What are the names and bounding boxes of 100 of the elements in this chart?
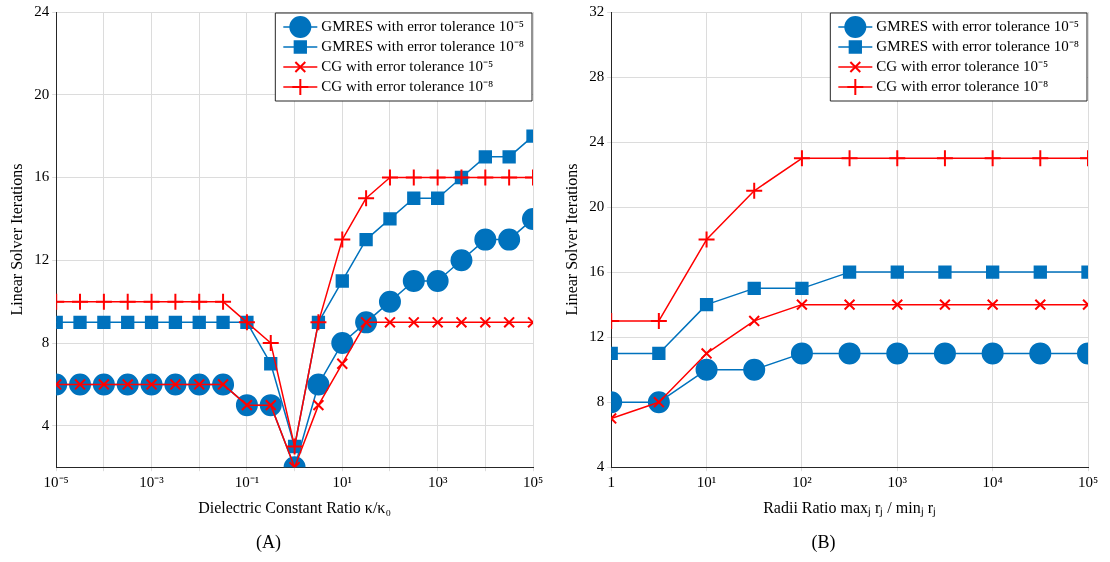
point (985, 265, 1000, 279)
point (430, 191, 445, 205)
point (747, 281, 761, 296)
point (121, 315, 135, 330)
point (695, 358, 718, 381)
point (261, 334, 280, 353)
point (144, 315, 159, 330)
point (500, 168, 519, 187)
point (1034, 298, 1047, 311)
point (503, 316, 516, 329)
x-tick-label: 10⁵ (1077, 474, 1099, 491)
point (890, 265, 904, 279)
point (383, 212, 397, 226)
point (216, 315, 230, 330)
point (428, 168, 447, 187)
point (790, 342, 813, 365)
y-tick-label: 16 (589, 263, 605, 280)
point (986, 298, 999, 311)
x-tick-label: 10¹ (696, 474, 717, 491)
y-tick-label: 28 (589, 67, 605, 84)
point (700, 347, 713, 360)
point (312, 399, 325, 412)
legend-label: GMRES with error tolerance 10⁻⁸ (876, 37, 1080, 54)
point (840, 149, 859, 168)
legend-label: GMRES with error tolerance 10⁻⁵ (876, 17, 1080, 34)
point (478, 150, 492, 164)
point (888, 149, 907, 168)
y-tick-label: 20 (34, 85, 50, 102)
point (142, 292, 161, 311)
legend-label: GMRES with error tolerance 10⁻⁸ (321, 37, 525, 54)
y-tick-label: 8 (596, 393, 605, 410)
y-tick-label: 12 (34, 251, 50, 268)
point (73, 315, 87, 330)
point (1033, 265, 1047, 279)
point (983, 149, 1002, 168)
y-tick-label: 32 (589, 2, 605, 19)
x-tick-label: 10⁴ (982, 474, 1003, 491)
point (502, 150, 516, 164)
point (359, 232, 373, 247)
point (933, 342, 956, 365)
point (214, 292, 233, 311)
point (335, 274, 349, 288)
point (357, 189, 376, 208)
x-tick-label: 10² (792, 474, 813, 491)
point (333, 230, 352, 249)
point (652, 346, 666, 361)
point (336, 357, 349, 370)
point (479, 316, 492, 329)
point (792, 149, 811, 168)
y-tick-label: 20 (589, 198, 605, 215)
point (97, 315, 111, 330)
y-tick-label: 12 (589, 328, 605, 345)
point (407, 316, 420, 329)
point (402, 269, 425, 292)
x-tick-label: 10³ (427, 474, 448, 491)
x-axis-title: Dielectric Constant Ratio κ/κ₀ (198, 499, 391, 516)
point (886, 342, 909, 365)
y-tick-label: 24 (34, 2, 50, 19)
point (431, 316, 444, 329)
point (699, 297, 714, 312)
point (380, 168, 399, 187)
point (891, 298, 904, 311)
point (426, 269, 449, 292)
point (455, 316, 468, 329)
x-tick-label: 10¹ (332, 474, 353, 491)
x-tick-label: 10⁻³ (139, 474, 165, 491)
point (981, 342, 1004, 365)
y-tick-label: 4 (596, 458, 605, 475)
point (476, 168, 495, 187)
point (745, 181, 764, 200)
y-tick-label: 24 (589, 132, 605, 149)
point (307, 373, 330, 396)
y-tick-label: 16 (34, 168, 50, 185)
point (935, 149, 954, 168)
x-tick-label: 1 (607, 474, 615, 491)
point (118, 292, 137, 311)
point (331, 332, 354, 355)
point (71, 292, 90, 311)
point (192, 315, 206, 330)
point (838, 342, 861, 365)
point (843, 298, 856, 311)
legend-label: CG with error tolerance 10⁻⁵ (321, 57, 494, 74)
x-axis-title: Radii Ratio maxⱼ rⱼ / minⱼ rⱼ (763, 499, 937, 517)
point (378, 290, 401, 313)
x-tick-label: 10⁻¹ (234, 474, 260, 491)
point (795, 298, 808, 311)
point (938, 265, 952, 279)
point (743, 358, 766, 381)
x-tick-label: 10⁻⁵ (43, 474, 69, 491)
legend-label: GMRES with error tolerance 10⁻⁵ (321, 17, 525, 34)
y-axis-title: Linear Solver Iterations (7, 163, 25, 316)
y-axis-title: Linear Solver Iterations (562, 163, 580, 316)
point (649, 311, 668, 330)
point (384, 316, 396, 329)
point (1031, 149, 1050, 168)
point (474, 228, 497, 251)
text: (A) (256, 531, 281, 553)
point (697, 230, 716, 249)
point (450, 249, 473, 272)
point (795, 281, 809, 296)
